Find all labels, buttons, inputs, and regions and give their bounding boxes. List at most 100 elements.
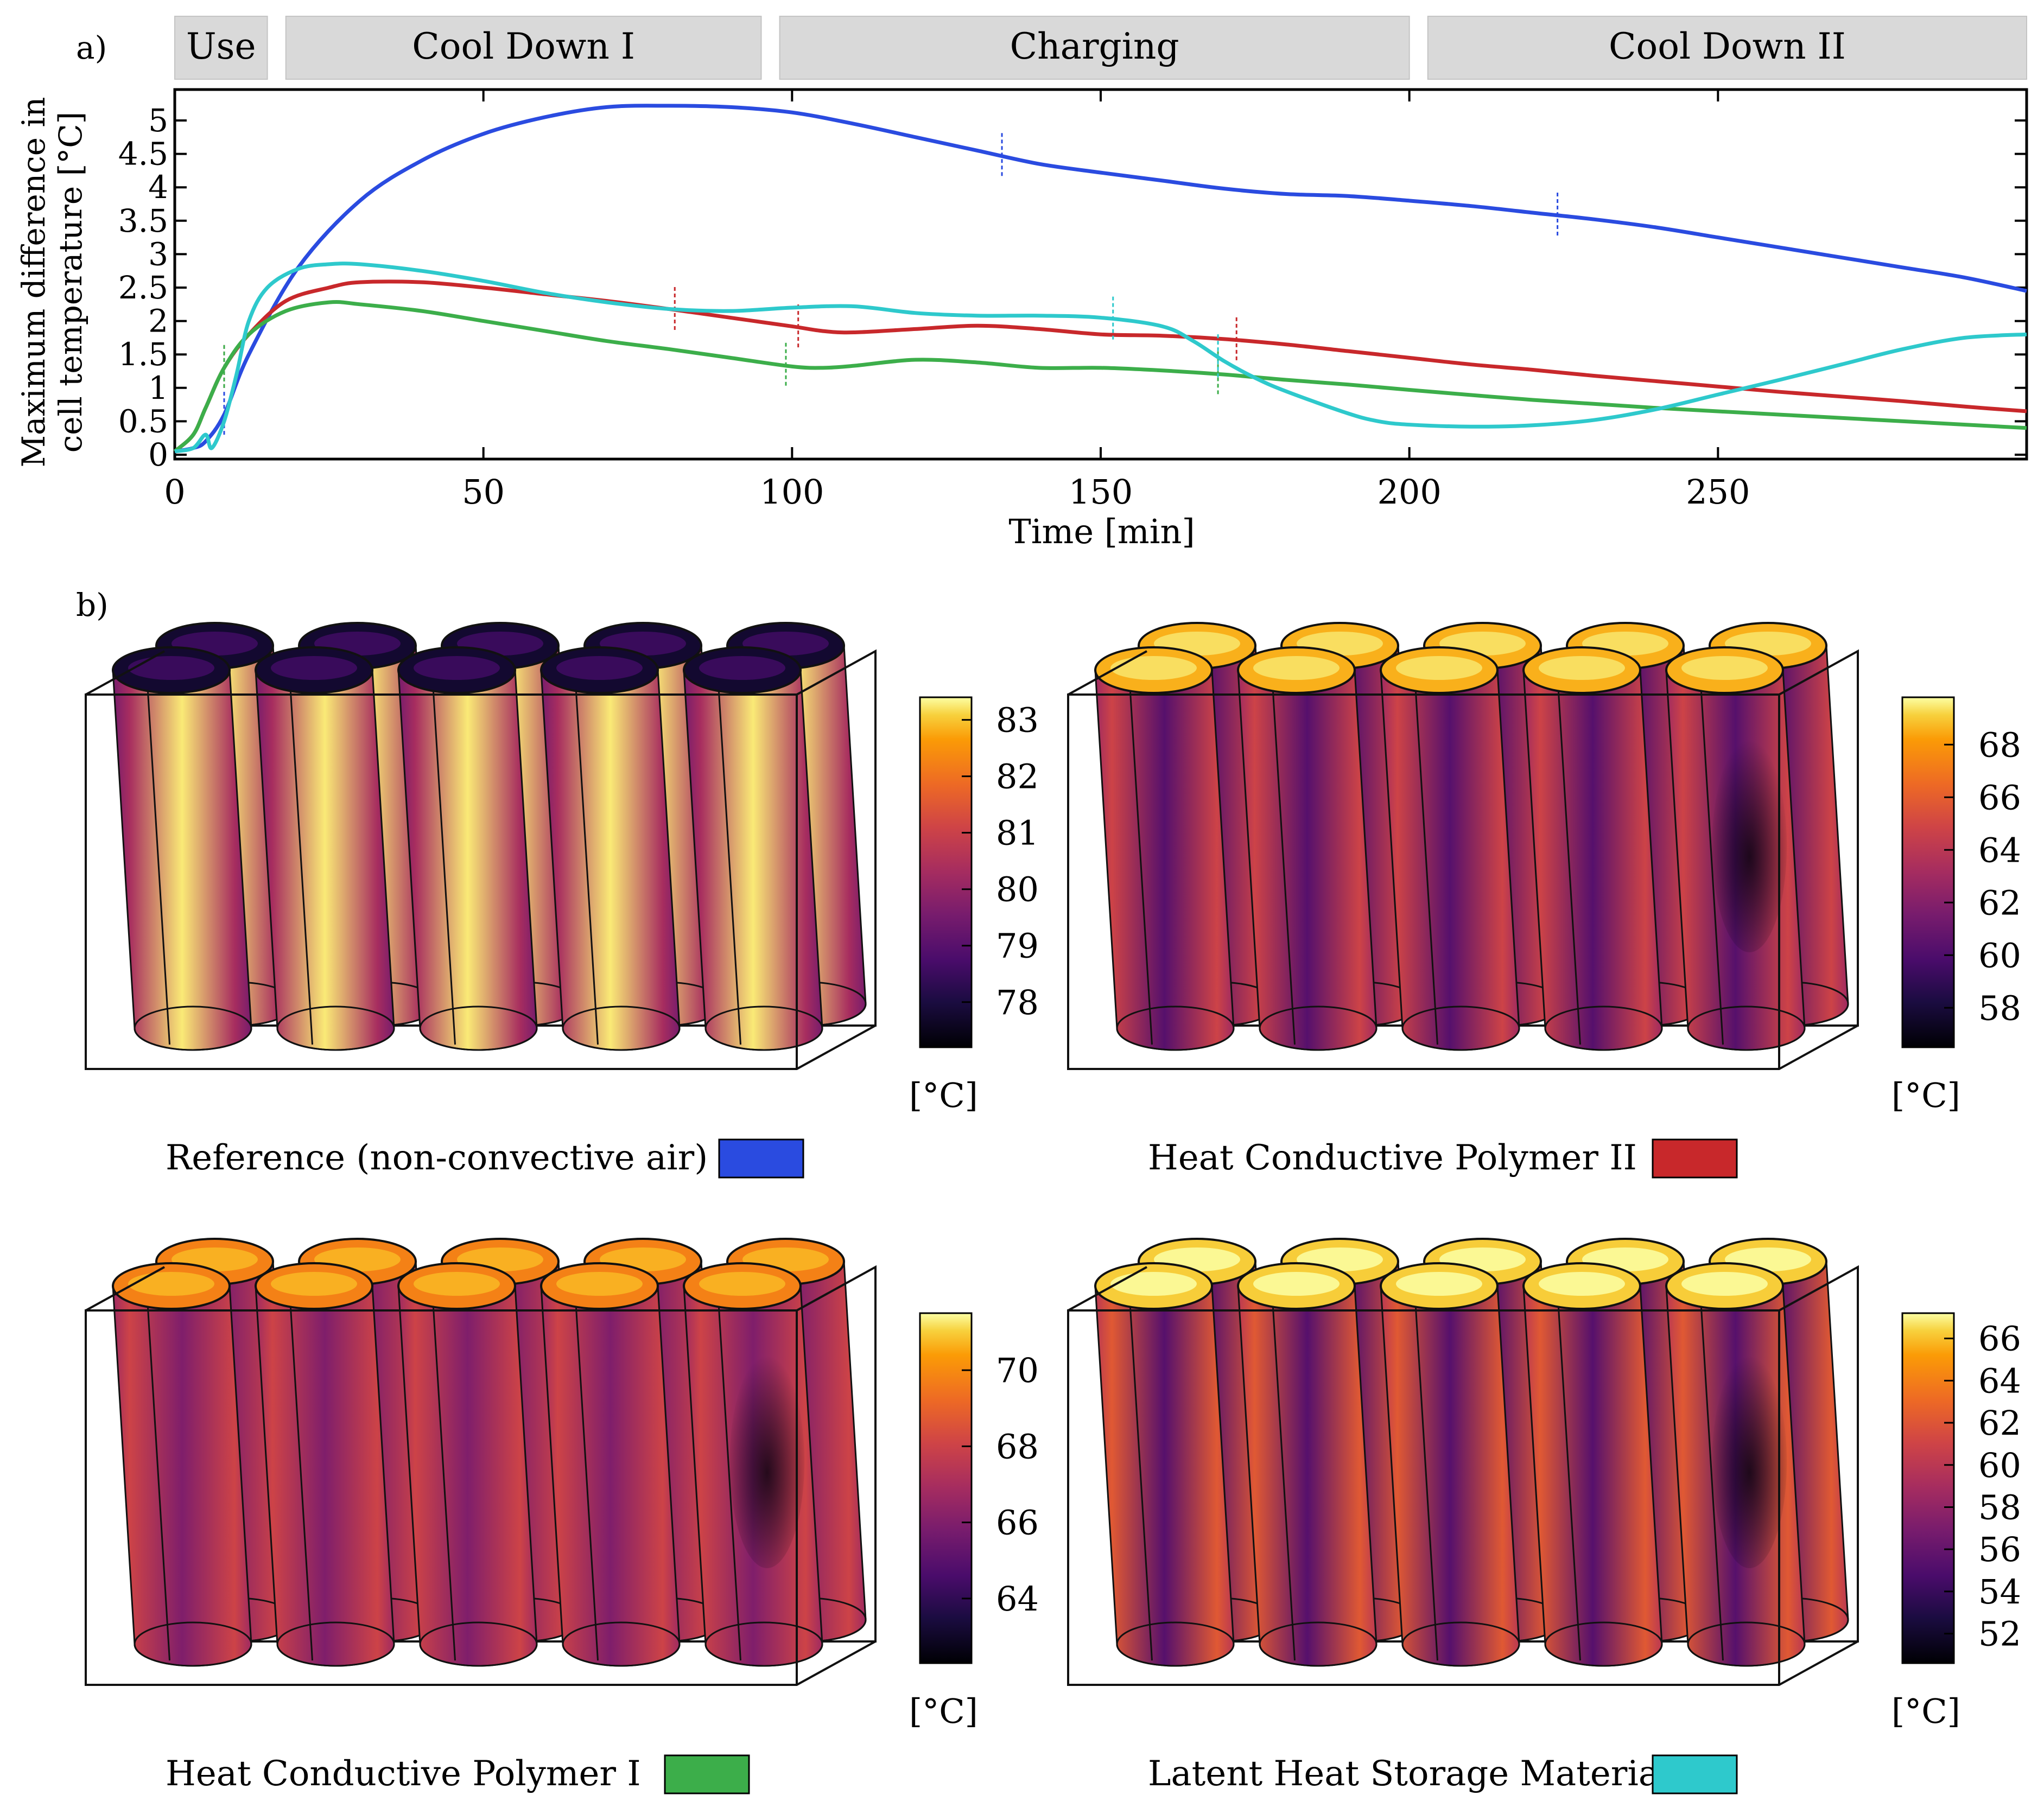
colorbar-tick-label: 64: [1978, 830, 2021, 870]
pack-box-edge: [1068, 1266, 1147, 1312]
heatmap-panel-reference: 83 82 81 80 79 78 [°C] Reference (non-convect…: [85, 622, 1039, 1179]
battery-cell: [1380, 646, 1520, 1051]
battery-cell: [1380, 1262, 1520, 1667]
battery-cell: [683, 1262, 823, 1667]
heatmap-caption: Heat Conductive Polymer I: [166, 1754, 641, 1794]
cap-highlight: [1539, 656, 1625, 680]
y-axis-ticks: 00.511.522.533.544.55: [118, 102, 2027, 473]
cell-seam: [718, 1307, 741, 1661]
colorbar-tick-label: 62: [1978, 883, 2021, 922]
cell-bottom-rim: [1687, 1005, 1806, 1051]
cell-bottom-rim: [1544, 1005, 1663, 1051]
cap-highlight: [1110, 656, 1197, 680]
colorbar-unit: [°C]: [1891, 1691, 1960, 1731]
cell-bottom-rim: [1401, 1621, 1520, 1667]
cell-bottom-rim: [1116, 1621, 1235, 1667]
cell-body: [540, 1285, 681, 1667]
cell-seam: [1129, 1307, 1153, 1661]
cell-body: [1380, 1285, 1520, 1667]
colorbar-tick-label: 66: [1978, 1319, 2021, 1359]
colorbar-tick-label: 79: [996, 926, 1039, 966]
phase-bar: [779, 16, 1410, 80]
cap-highlight: [1253, 656, 1340, 680]
cap-highlight: [1396, 1272, 1482, 1296]
cell-body: [540, 669, 681, 1051]
cell-bottom-rim: [276, 1005, 395, 1051]
x-axis-label: Time [min]: [1008, 512, 1195, 551]
battery-cell: [1094, 646, 1235, 1051]
phase-bars: Use Cool Down I Charging Cool Down II: [174, 16, 2027, 80]
cell-bottom-rim: [704, 1621, 823, 1667]
cell-bottom-rim: [134, 1621, 252, 1667]
x-axis-ticks: 0 50 100 150 200 250: [164, 90, 1750, 512]
cell-body: [1094, 1285, 1235, 1667]
heatmap-panel-polymer-ii: 68 66 64 62 60 58 [°C] Heat Conductive Polyme…: [1067, 622, 2021, 1179]
cell-body: [255, 1285, 395, 1667]
cell-bottom-rim: [276, 1621, 395, 1667]
battery-cell: [1522, 646, 1663, 1051]
cap-highlight: [271, 1272, 357, 1296]
pack-box-edge: [85, 650, 165, 696]
y-tick-label: 5: [148, 102, 168, 139]
colorbar-tick-label: 60: [1978, 1446, 2021, 1485]
cell-seam: [1558, 691, 1581, 1045]
cap-highlight: [1681, 656, 1768, 680]
legend-swatch: [1652, 1138, 1738, 1179]
cell-seam: [433, 1307, 456, 1661]
y-tick-label: 2: [148, 303, 168, 340]
colorbar-gradient: [919, 1312, 973, 1664]
colorbar-tick-label: 54: [1978, 1572, 2021, 1612]
cap-highlight: [128, 1272, 214, 1296]
cell-body: [255, 669, 395, 1051]
cell-seam: [1129, 691, 1153, 1045]
y-tick-label: 0: [148, 436, 168, 473]
cell-bottom-rim: [1259, 1005, 1378, 1051]
y-tick-label: 4.5: [118, 136, 168, 173]
cell-body: [1380, 669, 1520, 1051]
y-axis-label-line1: Maximum difference in: [15, 97, 52, 468]
cap-highlight: [699, 656, 785, 680]
colorbar-unit: [°C]: [909, 1691, 978, 1731]
series-line: [173, 300, 2027, 453]
battery-cell: [1237, 1262, 1378, 1667]
colorbar: 70 68 66 64: [919, 1312, 1039, 1664]
cap-highlight: [1110, 1272, 1197, 1296]
colorbar: 68 66 64 62 60 58: [1901, 696, 2021, 1048]
series-group: [173, 104, 2027, 454]
cell-seam: [290, 1307, 313, 1661]
battery-cell: [397, 1262, 538, 1667]
battery-cell: [683, 646, 823, 1051]
cell-bottom-rim: [1116, 1005, 1235, 1051]
phase-label: Use: [186, 26, 256, 67]
battery-cell: [540, 1262, 681, 1667]
cap-highlight: [414, 1272, 500, 1296]
cell-seam: [1700, 1307, 1724, 1661]
cell-body: [112, 669, 252, 1051]
legend-swatch: [1652, 1754, 1738, 1794]
cell-seam: [147, 1307, 170, 1661]
colorbar-gradient: [1901, 1312, 1955, 1664]
battery-cell: [1522, 1262, 1663, 1667]
y-tick-label: 3.5: [118, 202, 168, 239]
pack-box-edge: [1068, 650, 1147, 696]
cell-seam: [575, 1307, 599, 1661]
x-tick-label: 150: [1069, 472, 1133, 512]
battery-pack-render: [85, 622, 877, 1070]
phase-bar: [174, 16, 268, 80]
cell-bottom-rim: [134, 1005, 252, 1051]
cold-spot: [1712, 740, 1787, 952]
battery-cell: [1094, 1262, 1235, 1667]
cap-highlight: [128, 656, 214, 680]
colorbar-tick-label: 52: [1978, 1614, 2021, 1654]
colorbar-tick-label: 56: [1978, 1530, 2021, 1569]
battery-cell: [540, 646, 681, 1051]
cell-bottom-rim: [562, 1005, 681, 1051]
colorbar-tick-label: 64: [996, 1579, 1039, 1619]
colorbar-gradient: [919, 696, 973, 1048]
colorbar-tick-label: 81: [996, 813, 1039, 853]
cell-body: [1522, 1285, 1663, 1667]
cell-bottom-rim: [419, 1005, 538, 1051]
colorbar-tick-label: 58: [1978, 988, 2021, 1028]
cell-body: [1522, 669, 1663, 1051]
y-tick-label: 1: [148, 370, 168, 406]
